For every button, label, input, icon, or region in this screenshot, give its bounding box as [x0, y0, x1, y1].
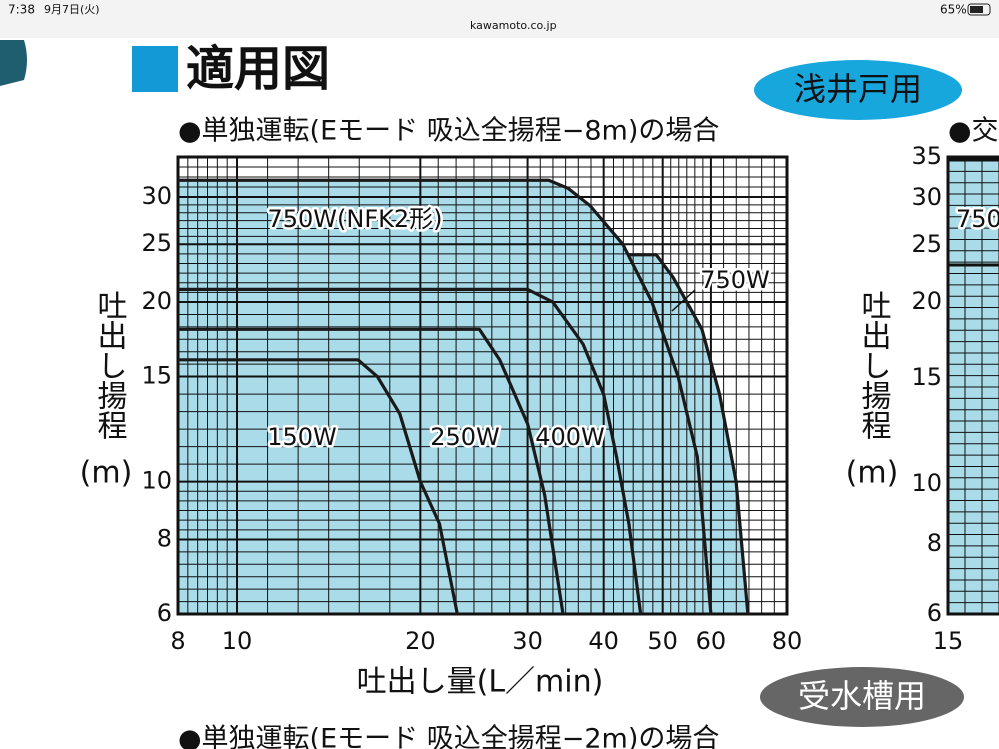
series-label: 250W: [430, 423, 500, 451]
y-tick-label: 20: [141, 287, 172, 315]
side-y-tick: 25: [911, 230, 942, 258]
side-y-unit: (m): [846, 456, 899, 491]
y-tick-label: 8: [157, 524, 172, 552]
status-bar: [0, 0, 999, 38]
chart-title: ●単独運転(Eモード 吸込全揚程−8m)の場合: [178, 116, 719, 147]
x-tick-label: 50: [647, 627, 678, 655]
y-axis-label: 吐出し揚程: [92, 290, 128, 440]
badge-text: 受水槽用: [798, 677, 926, 715]
heading: 適用図: [186, 41, 330, 97]
heading-square: [132, 46, 178, 92]
next-section: ●単独運転(Eモード 吸込全揚程−2m)の場合: [178, 724, 719, 749]
line: [178, 287, 643, 615]
x-tick-label: 60: [696, 627, 727, 655]
x-tick-label: 8: [170, 627, 185, 655]
side-y-tick: 6: [927, 599, 942, 627]
side-label: 750: [956, 205, 999, 233]
y-axis-unit: (m): [80, 456, 133, 491]
side-y-tick: 15: [911, 363, 942, 391]
series-label: 150W: [267, 423, 337, 451]
side-x-tick: 15: [933, 627, 964, 655]
line: [178, 327, 565, 615]
x-tick-label: 80: [772, 627, 803, 655]
area: [178, 359, 458, 614]
badge-text: 浅井戸用: [794, 70, 922, 108]
series-label: 750W(NFK2形): [267, 205, 442, 233]
y-tick-label: 30: [141, 182, 172, 210]
plot: 750W(NFK2形) 750W 400W 250W 150W: [176, 155, 789, 616]
y-tick-label: 6: [157, 599, 172, 627]
side-y-tick: 20: [911, 287, 942, 315]
side-title: ●交: [948, 116, 999, 147]
url: kawamoto.co.jp: [470, 19, 557, 32]
y-tick-label: 15: [141, 362, 172, 390]
side-y-tick: 8: [927, 529, 942, 557]
side-frame: [946, 155, 999, 616]
battery: 65%: [940, 3, 967, 17]
line: [178, 178, 713, 615]
badge: [754, 60, 962, 120]
area: [628, 254, 748, 614]
time: 7:38: [8, 3, 35, 17]
side-chart: ●交 吐出し揚程 (m) 15 35 30 25 20 15 10 8 6 750: [846, 116, 999, 655]
series-label: 750W: [700, 266, 770, 294]
series-label: 400W: [535, 423, 605, 451]
product-image: [0, 40, 27, 86]
battery-icon: [967, 3, 991, 16]
line: [178, 358, 459, 615]
side-y-tick: 35: [911, 142, 942, 170]
y-tick-label: 10: [141, 467, 172, 495]
leader-line: [671, 289, 696, 312]
side-y-label: 吐出し揚程: [856, 290, 892, 440]
x-tick-label: 40: [588, 627, 619, 655]
plot-frame: [176, 155, 789, 616]
badge: [760, 667, 964, 727]
x-tick-label: 10: [222, 627, 253, 655]
date: 9月7日(火): [44, 3, 100, 16]
x-tick-label: 30: [512, 627, 543, 655]
side-y-tick: 10: [911, 469, 942, 497]
line: [628, 253, 750, 615]
y-tick-label: 25: [141, 229, 172, 257]
x-tick-label: 20: [405, 627, 436, 655]
x-axis-label: 吐出し量(L／min): [357, 665, 604, 700]
battery-level: [970, 6, 983, 13]
side-y-tick: 30: [911, 183, 942, 211]
